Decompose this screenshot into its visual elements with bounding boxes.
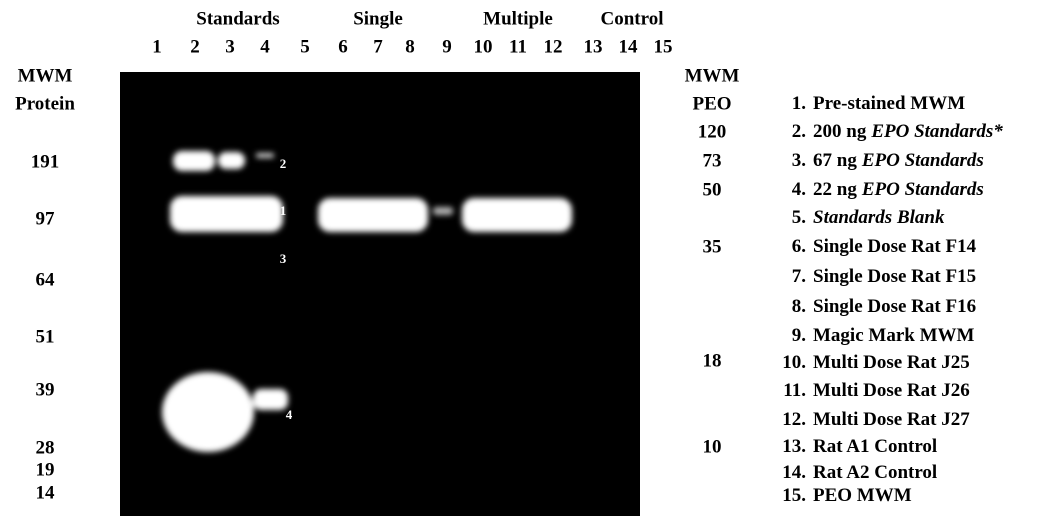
legend-number: 11. (783, 380, 806, 401)
lane-number: 14 (619, 36, 639, 57)
legend-text: Pre-stained MWM (813, 93, 965, 114)
legend-text: Multi Dose Rat J26 (813, 380, 970, 401)
marker-value: 64 (36, 269, 56, 290)
legend-number: 7. (792, 266, 806, 287)
marker-value: 97 (36, 208, 56, 229)
legend-number: 6. (792, 236, 806, 257)
legend-number: 15. (782, 485, 806, 506)
legend-text: PEO MWM (813, 485, 912, 506)
legend-number: 2. (792, 121, 806, 142)
legend-text: Multi Dose Rat J25 (813, 352, 970, 373)
lane-number: 6 (338, 36, 348, 57)
marker-header: MWM (18, 65, 73, 86)
gel-annotation: 2 (280, 156, 287, 171)
legend-item: 10. Multi Dose Rat J25 (782, 352, 969, 373)
marker-value: 19 (36, 459, 55, 480)
legend-italic: EPO Standards (861, 179, 984, 200)
marker-header: PEO (692, 93, 731, 114)
legend-italic: EPO Standards (861, 150, 984, 171)
group-label: Multiple (483, 8, 553, 29)
lane-number: 10 (474, 36, 493, 57)
marker-value: 120 (698, 121, 727, 142)
lane-number: 11 (509, 36, 527, 57)
marker-value: 50 (703, 179, 722, 200)
marker-value: 10 (703, 436, 722, 457)
legend-text: Single Dose Rat F14 (813, 236, 977, 257)
lane-number: 12 (544, 36, 563, 57)
legend-number: 14. (782, 462, 806, 483)
lane-number: 9 (442, 36, 452, 57)
group-label: Standards (196, 8, 279, 29)
legend-number: 10. (782, 352, 806, 373)
gel-annotation: 1 (280, 203, 287, 218)
legend-number: 9. (792, 325, 806, 346)
legend-item: 7. Single Dose Rat F15 (792, 266, 976, 287)
gel (120, 72, 640, 516)
legend-number: 4. (792, 179, 806, 200)
marker-header: Protein (15, 93, 75, 114)
lane-number: 8 (405, 36, 415, 57)
marker-value: 18 (703, 350, 722, 371)
legend-text: Single Dose Rat F15 (813, 266, 976, 287)
legend-text: 200 ng (813, 121, 867, 142)
legend-italic: Standards Blank (813, 207, 945, 228)
legend-item: 6. Single Dose Rat F14 (792, 236, 977, 257)
legend-text: Magic Mark MWM (813, 325, 975, 346)
lane-number: 15 (654, 36, 673, 57)
legend-number: 3. (792, 150, 806, 171)
legend-number: 5. (792, 207, 806, 228)
legend-item: 15. PEO MWM (782, 485, 911, 506)
lane-number: 13 (584, 36, 603, 57)
legend-item: 5. Standards Blank (792, 207, 945, 228)
legend-item: 11. Multi Dose Rat J26 (783, 380, 969, 401)
legend-italic: EPO Standards* (870, 121, 1003, 142)
legend-text: 22 ng (813, 179, 857, 200)
marker-value: 73 (703, 150, 722, 171)
marker-value: 39 (36, 379, 55, 400)
legend-number: 13. (782, 436, 806, 457)
group-label: Single (353, 8, 403, 29)
legend-number: 1. (792, 93, 806, 114)
marker-value: 191 (31, 151, 60, 172)
legend-item: 8. Single Dose Rat F16 (792, 296, 976, 317)
legend-item: 12. Multi Dose Rat J27 (782, 409, 970, 430)
lane-number: 1 (152, 36, 162, 57)
lane-number: 4 (260, 36, 270, 57)
legend-number: 8. (792, 296, 806, 317)
legend-text: Single Dose Rat F16 (813, 296, 976, 317)
marker-value: 35 (703, 236, 722, 257)
legend-number: 12. (782, 409, 806, 430)
lane-number: 2 (190, 36, 200, 57)
lane-number: 3 (225, 36, 235, 57)
lane-number: 5 (300, 36, 310, 57)
marker-value: 14 (36, 482, 56, 503)
group-label: Control (601, 8, 664, 29)
marker-value: 51 (36, 326, 55, 347)
legend-text: Rat A2 Control (813, 462, 937, 483)
gel-annotation: 4 (286, 407, 293, 422)
figure: StandardsSingleMultipleControl1234567891… (0, 0, 1044, 516)
legend-item: 9. Magic Mark MWM (792, 325, 975, 346)
legend-item: 1. Pre-stained MWM (792, 93, 965, 114)
marker-value: 28 (36, 437, 55, 458)
legend-item: 14. Rat A2 Control (782, 462, 937, 483)
legend-text: Multi Dose Rat J27 (813, 409, 970, 430)
legend-text: 67 ng (813, 150, 857, 171)
legend-item: 13. Rat A1 Control (782, 436, 937, 457)
gel-annotation: 3 (280, 251, 287, 266)
marker-header: MWM (685, 65, 740, 86)
lane-number: 7 (373, 36, 383, 57)
legend-text: Rat A1 Control (813, 436, 937, 457)
